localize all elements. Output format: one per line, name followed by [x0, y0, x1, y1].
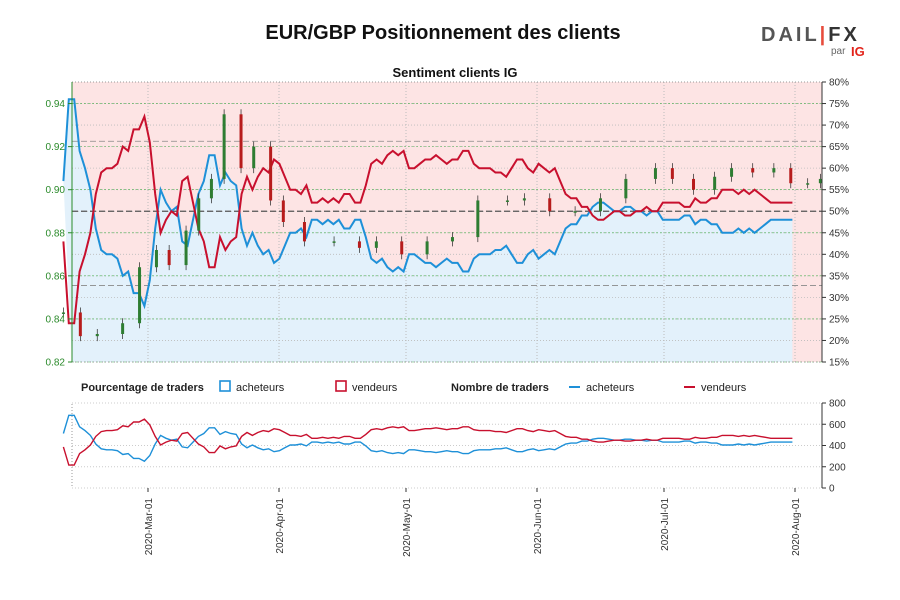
lower-tick-label: 0 [829, 484, 835, 495]
candle-body [789, 168, 793, 184]
logo-ig: IG [851, 44, 865, 59]
lower-tick-label: 400 [829, 441, 846, 452]
right-tick-label: 20% [829, 336, 849, 347]
candle-body [154, 250, 158, 268]
candle-body [374, 241, 378, 248]
x-tick-label: 2020-Aug-01 [791, 498, 802, 556]
right-tick-label: 75% [829, 99, 849, 110]
candle-body [121, 323, 125, 334]
candle-body [167, 250, 171, 266]
dailyfx-logo: DAIL|FX par IG [761, 24, 871, 64]
candle-body [713, 176, 717, 190]
left-tick-label: 0.82 [46, 358, 66, 369]
candle-body [95, 334, 99, 337]
candle-body [772, 168, 776, 173]
legend-count-title: Nombre de traders [451, 382, 549, 394]
x-tick-label: 2020-Mar-01 [144, 498, 155, 556]
right-tick-label: 35% [829, 271, 849, 282]
legend-pct-title: Pourcentage de traders [81, 382, 204, 394]
candle-body [476, 200, 480, 238]
right-tick-label: 65% [829, 142, 849, 153]
candle-body [400, 241, 404, 255]
candle-body [332, 241, 336, 243]
candle-body [522, 198, 526, 201]
candle-body [222, 114, 226, 179]
lower-tick-label: 200 [829, 462, 846, 473]
x-tick-label: 2020-May-01 [402, 498, 413, 557]
left-tick-label: 0.90 [46, 185, 66, 196]
buyers-area [63, 99, 793, 362]
candle-body [670, 168, 674, 179]
right-tick-label: 25% [829, 314, 849, 325]
x-tick-label: 2020-Jun-01 [533, 498, 544, 555]
candle-body [269, 146, 273, 201]
lower-tick-label: 800 [829, 399, 846, 410]
candle-body [818, 178, 822, 184]
candle-body [806, 183, 810, 185]
candle-body [209, 178, 213, 199]
candle-body [425, 241, 429, 255]
candle-body [61, 312, 65, 314]
left-tick-label: 0.92 [46, 142, 66, 153]
candle-body [78, 312, 82, 337]
candle-body [730, 168, 734, 177]
candle-body [653, 168, 657, 179]
right-tick-label: 45% [829, 228, 849, 239]
candle-body [239, 114, 243, 169]
legend-sellers-label: vendeurs [352, 382, 398, 394]
candle-body [548, 198, 552, 212]
lower-tick-label: 600 [829, 420, 846, 431]
logo-sub: par [831, 46, 846, 57]
candle-body [598, 198, 602, 212]
legend-count-buyers-label: acheteurs [586, 382, 635, 394]
candle-body [751, 168, 755, 173]
right-tick-label: 30% [829, 293, 849, 304]
candle-body [197, 198, 201, 231]
x-tick-label: 2020-Jul-01 [660, 498, 671, 551]
candle-body [692, 178, 696, 190]
chart-title: EUR/GBP Positionnement des clients [265, 22, 621, 44]
sellers-count-line [62, 418, 793, 466]
right-tick-label: 40% [829, 250, 849, 261]
candle-body [450, 237, 454, 242]
buyers-count-line [62, 414, 793, 463]
candle-body [138, 267, 142, 324]
chart-subtitle: Sentiment clients IG [393, 65, 518, 80]
candle-body [624, 178, 628, 199]
left-tick-label: 0.94 [46, 99, 66, 110]
candle-body [184, 230, 188, 266]
legend-buyers-label: acheteurs [236, 382, 285, 394]
legend-buyers-box [219, 380, 231, 392]
candle-body [302, 222, 306, 242]
x-tick-label: 2020-Apr-01 [275, 498, 286, 554]
legend-count-sellers-label: vendeurs [701, 382, 747, 394]
candle-body [573, 211, 577, 213]
candle-body [252, 146, 256, 169]
logo-wordmark: DAIL|FX [761, 24, 860, 46]
candle-body [505, 200, 509, 202]
sellers-pct-line [62, 113, 793, 325]
right-tick-label: 60% [829, 164, 849, 175]
left-tick-label: 0.86 [46, 271, 66, 282]
right-tick-label: 80% [829, 78, 849, 89]
left-tick-label: 0.84 [46, 314, 66, 325]
candle-body [281, 200, 285, 222]
candle-body [357, 241, 361, 248]
right-tick-label: 15% [829, 358, 849, 369]
left-tick-label: 0.88 [46, 228, 66, 239]
right-tick-label: 50% [829, 207, 849, 218]
right-tick-label: 70% [829, 121, 849, 132]
right-tick-label: 55% [829, 185, 849, 196]
legend-sellers-box [335, 380, 347, 392]
